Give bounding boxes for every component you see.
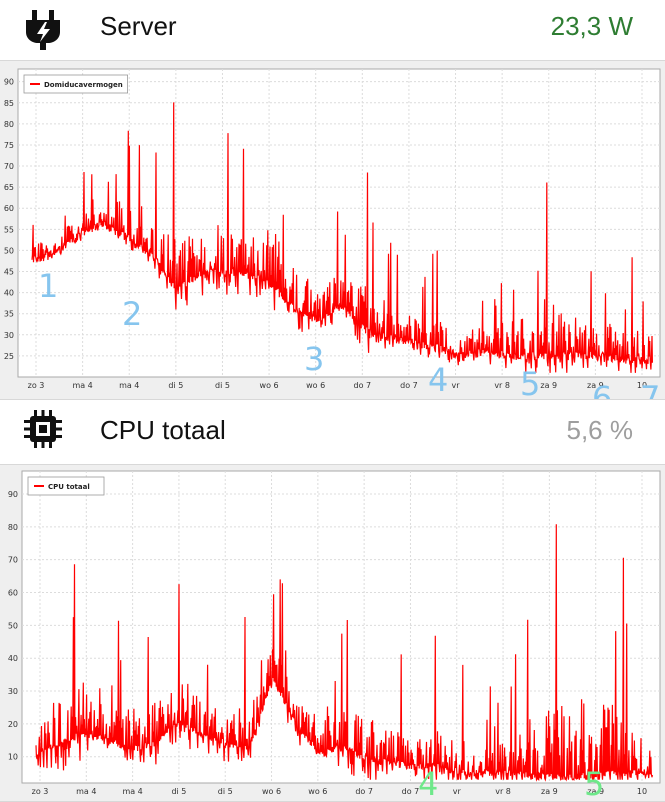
cpu-title: CPU totaal <box>100 415 226 445</box>
power-chart-panel: 25 30 35 40 45 50 55 60 65 70 75 80 85 90 zo 3 ma 4 ma 4… <box>0 60 665 400</box>
y-tick-label: 60 <box>8 589 18 598</box>
annotation-mark: 6 <box>592 379 612 399</box>
annotation-mark: 7 <box>640 379 660 399</box>
y-tick-label: 50 <box>4 246 14 255</box>
y-tick-label: 80 <box>4 120 14 129</box>
chart-legend: Domiducavermogen <box>23 74 128 94</box>
x-tick-label: ma 4 <box>122 787 142 796</box>
series-line <box>31 102 653 373</box>
y-tick-label: 75 <box>4 141 14 150</box>
y-tick-label: 70 <box>8 556 18 565</box>
annotation-mark: 4 <box>428 361 448 399</box>
legend-box <box>23 74 128 94</box>
y-tick-label: 50 <box>8 621 18 630</box>
x-tick-label: do 7 <box>400 381 418 390</box>
y-tick-label: 35 <box>4 310 14 319</box>
x-tick-label: za 9 <box>541 787 558 796</box>
cpu-chart: 10 20 30 40 50 60 70 80 90 zo 3 ma 4 ma 4 di 5 di 5 wo… <box>8 470 661 801</box>
y-tick-label: 40 <box>8 654 18 663</box>
x-tick-label: vr 8 <box>495 787 511 796</box>
x-tick-label: do 7 <box>355 787 373 796</box>
x-tick-label: do 7 <box>354 381 372 390</box>
y-tick-label: 80 <box>8 523 18 532</box>
annotation-mark: 1 <box>38 267 58 305</box>
annotation-mark: 5 <box>584 765 604 801</box>
cpu-chip-icon <box>24 410 62 448</box>
x-tick-label: za 9 <box>540 381 557 390</box>
annotation-mark: 2 <box>122 295 142 333</box>
x-tick-label: za 9 <box>587 381 604 390</box>
server-power-value: 23,3 W <box>550 11 633 41</box>
x-tick-label: 10 <box>637 381 647 390</box>
y-tick-label: 10 <box>8 753 18 762</box>
y-tick-label: 55 <box>4 225 14 234</box>
y-tick-label: 65 <box>4 183 14 192</box>
y-tick-label: 45 <box>4 268 14 277</box>
x-tick-label: ma 4 <box>72 381 92 390</box>
x-tick-label: vr 8 <box>494 381 510 390</box>
x-tick-label: do 7 <box>402 787 420 796</box>
cpu-header[interactable]: CPU totaal 5,6 % <box>0 400 665 464</box>
annotation-mark: 4 <box>418 765 438 801</box>
x-tick-label: za 9 <box>587 787 604 796</box>
y-tick-label: 60 <box>4 204 14 213</box>
y-tick-label: 25 <box>4 352 14 361</box>
y-tick-label: 70 <box>4 162 14 171</box>
x-tick-label: 10 <box>637 787 647 796</box>
y-tick-label: 40 <box>4 289 14 298</box>
x-tick-label: vr <box>452 381 461 390</box>
y-tick-label: 90 <box>8 490 18 499</box>
x-tick-label: di 5 <box>168 381 183 390</box>
server-header[interactable]: Server 23,3 W <box>0 0 665 58</box>
series-line <box>35 524 653 782</box>
x-tick-label: ma 4 <box>76 787 96 796</box>
y-tick-label: 20 <box>8 720 18 729</box>
legend-label: CPU totaal <box>48 483 90 491</box>
x-tick-label: di 5 <box>215 381 230 390</box>
x-tick-label: zo 3 <box>28 381 45 390</box>
x-tick-label: wo 6 <box>262 787 281 796</box>
y-tick-label: 85 <box>4 99 14 108</box>
cpu-usage-value: 5,6 % <box>566 415 634 445</box>
annotation-mark: 5 <box>520 365 540 399</box>
cpu-chart-panel: 10 20 30 40 50 60 70 80 90 zo 3 ma 4 ma 4 di 5 di 5 wo… <box>0 464 665 802</box>
server-title: Server <box>100 11 177 41</box>
y-tick-label: 30 <box>4 331 14 340</box>
x-tick-label: wo 6 <box>260 381 279 390</box>
y-tick-label: 90 <box>4 78 14 87</box>
x-tick-label: ma 4 <box>119 381 139 390</box>
x-tick-label: wo 6 <box>308 787 327 796</box>
chart-legend: CPU totaal <box>27 476 105 496</box>
x-tick-label: wo 6 <box>306 381 325 390</box>
power-plug-icon <box>26 10 60 50</box>
x-tick-label: di 5 <box>171 787 186 796</box>
legend-label: Domiducavermogen <box>44 81 123 89</box>
legend-box <box>27 476 105 496</box>
y-tick-label: 30 <box>8 687 18 696</box>
annotation-mark: 3 <box>304 340 324 378</box>
x-tick-label: vr <box>453 787 462 796</box>
x-tick-label: zo 3 <box>32 787 49 796</box>
x-tick-label: di 5 <box>218 787 233 796</box>
